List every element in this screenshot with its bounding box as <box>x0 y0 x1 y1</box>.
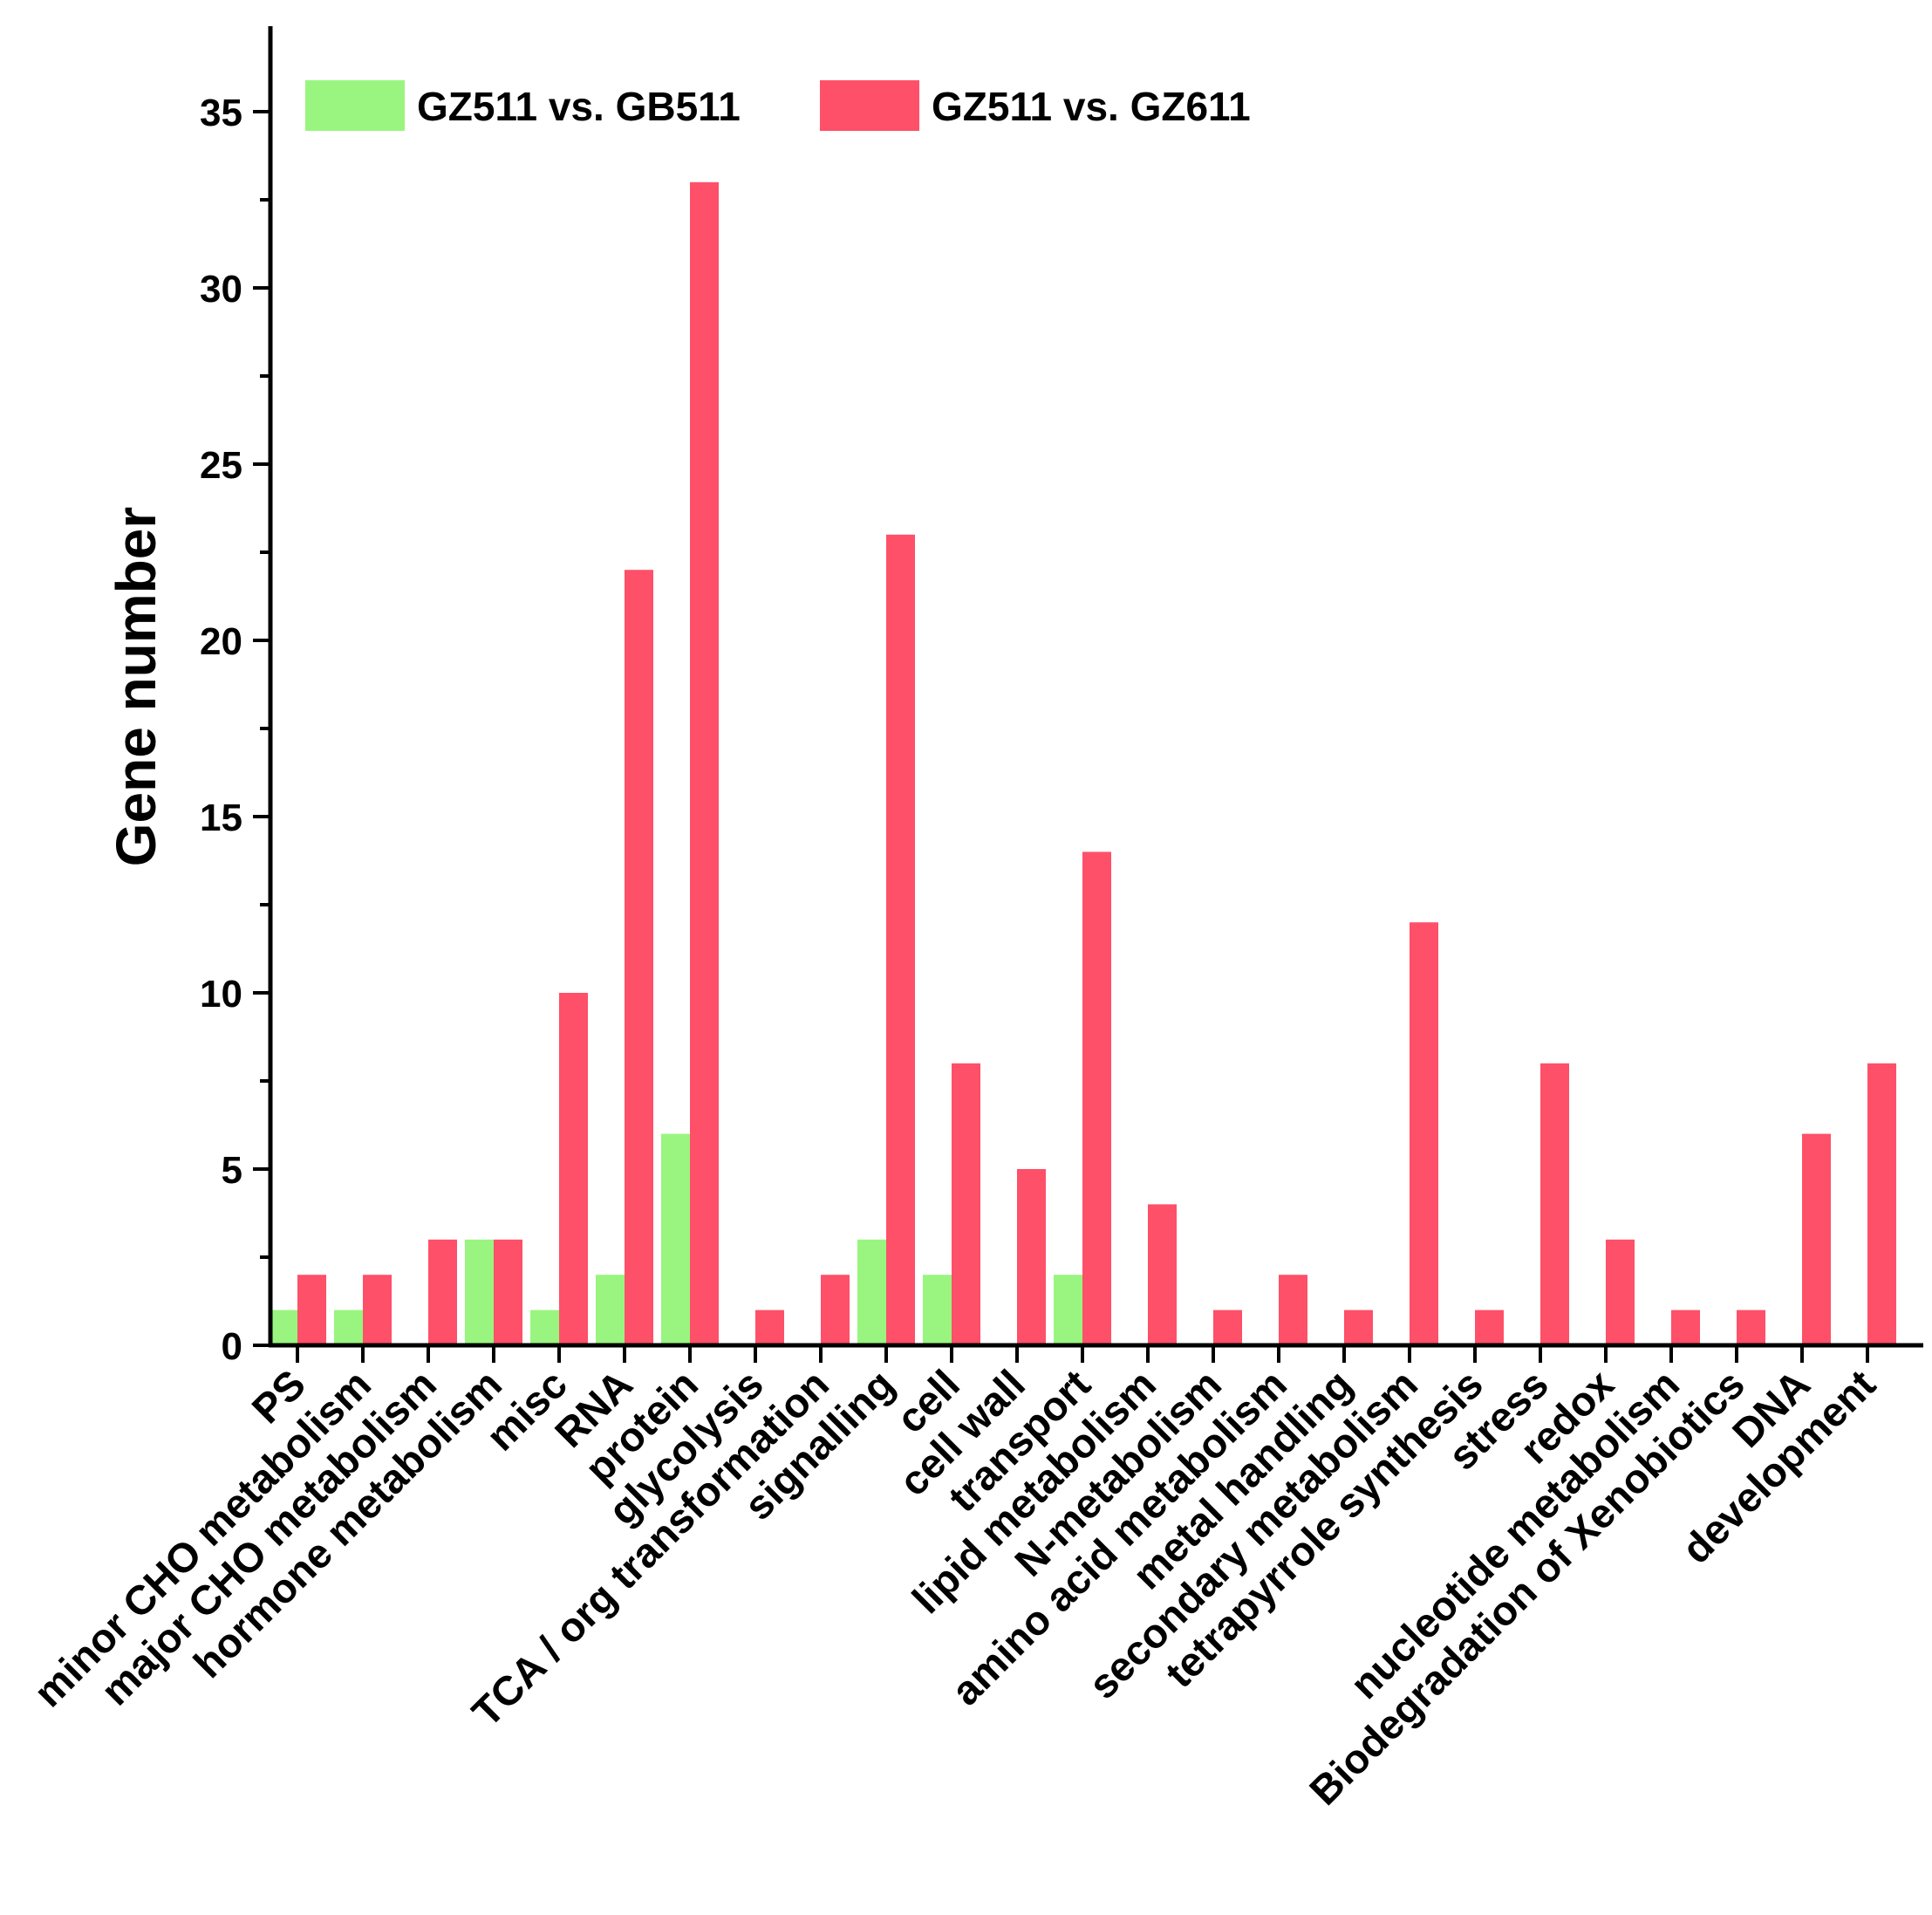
legend-label-1: GZ511 vs. GB511 <box>417 84 741 129</box>
bar-s2-0 <box>297 1275 326 1345</box>
legend: GZ511 vs. GB511 GZ511 vs. GZ611 <box>305 80 1251 131</box>
legend-swatch-1 <box>305 80 405 131</box>
bar-s2-6 <box>690 181 719 1345</box>
bar-s2-15 <box>1279 1275 1307 1345</box>
bar-s1-0 <box>269 1310 297 1345</box>
legend-label-2: GZ511 vs. GZ611 <box>932 84 1251 129</box>
bar-s2-23 <box>1802 1133 1831 1345</box>
bar-s1-10 <box>923 1275 952 1345</box>
bar-s2-11 <box>1017 1169 1046 1345</box>
bar-s2-4 <box>559 993 588 1345</box>
bar-s2-18 <box>1475 1310 1504 1345</box>
legend-swatch-2 <box>820 80 919 131</box>
bar-s1-9 <box>857 1239 886 1345</box>
bar-s2-17 <box>1410 922 1438 1345</box>
bar-s2-5 <box>625 570 653 1345</box>
y-tick-label: 30 <box>200 268 242 311</box>
y-tick-label: 20 <box>200 620 242 663</box>
bars-group <box>269 181 1896 1345</box>
bar-s2-20 <box>1606 1239 1635 1345</box>
bar-s2-12 <box>1082 851 1111 1345</box>
bar-s2-10 <box>952 1063 980 1345</box>
y-tick-label: 0 <box>222 1325 242 1368</box>
y-axis-title: Gene number <box>105 507 167 867</box>
y-ticks-group: 0 5 10 15 20 25 30 35 <box>200 92 270 1368</box>
bar-s1-5 <box>596 1275 625 1345</box>
bar-s1-12 <box>1054 1275 1082 1345</box>
y-tick-label: 15 <box>200 797 242 839</box>
y-tick-label: 5 <box>222 1149 242 1192</box>
bar-s2-8 <box>821 1275 850 1345</box>
y-tick-label: 25 <box>200 444 242 487</box>
bar-s2-19 <box>1540 1063 1569 1345</box>
bar-s2-13 <box>1148 1204 1177 1345</box>
axes-group <box>268 26 1923 1348</box>
bar-s2-3 <box>494 1239 522 1345</box>
bar-s2-24 <box>1867 1063 1896 1345</box>
bar-s1-4 <box>530 1310 559 1345</box>
bar-s2-9 <box>886 534 915 1345</box>
bar-s2-7 <box>755 1310 784 1345</box>
bar-s2-22 <box>1737 1310 1765 1345</box>
y-tick-label: 35 <box>200 92 242 134</box>
bar-s2-1 <box>363 1275 392 1345</box>
y-tick-label: 10 <box>200 973 242 1016</box>
bar-s2-2 <box>428 1239 457 1345</box>
bar-s1-6 <box>661 1133 690 1345</box>
bar-s2-14 <box>1213 1310 1242 1345</box>
bar-s1-3 <box>465 1239 494 1345</box>
bar-s2-21 <box>1671 1310 1700 1345</box>
bar-s1-1 <box>334 1310 363 1345</box>
bar-s2-16 <box>1344 1310 1373 1345</box>
